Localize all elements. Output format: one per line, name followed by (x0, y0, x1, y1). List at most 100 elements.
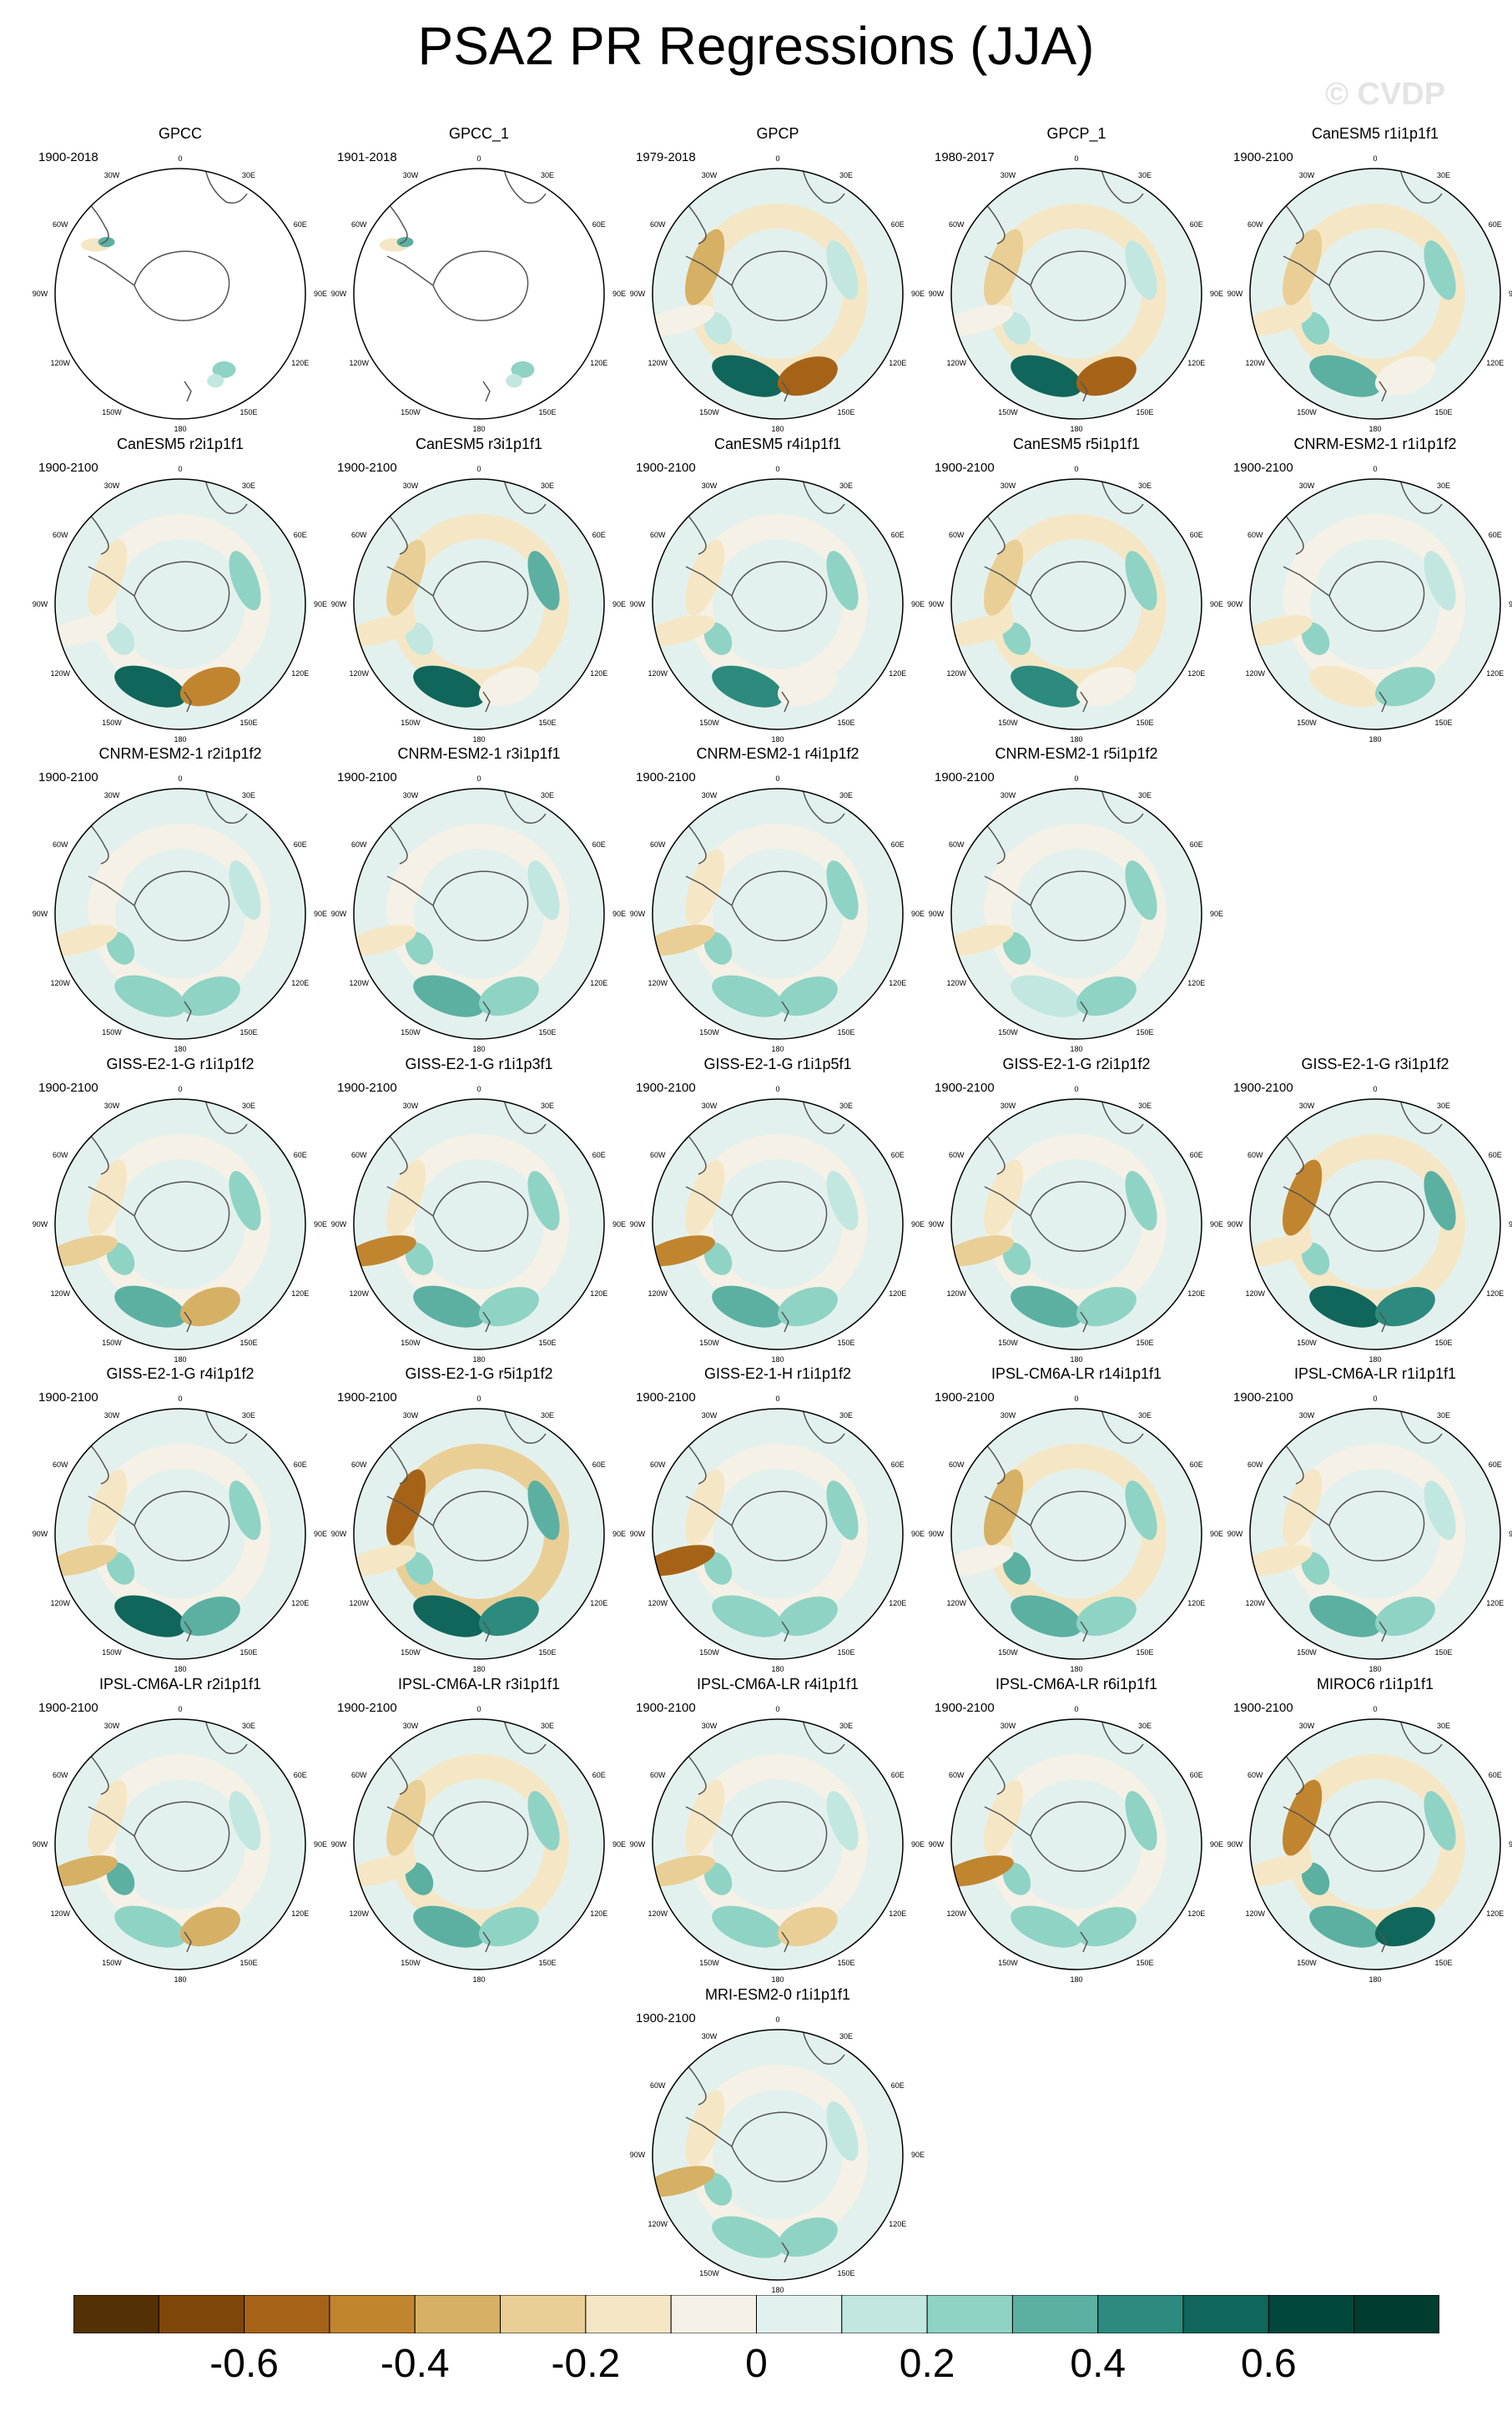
australia-coastline (856, 1931, 900, 1970)
longitude-label: 120W (946, 669, 966, 678)
africa-coastline (802, 789, 845, 824)
longitude-label: 120W (349, 1909, 369, 1918)
map-panel: IPSL-CM6A-LR r3i1p1f1 1900-2100 0 30E 60E 90E… (330, 1676, 627, 1985)
colorbar-bin (841, 2295, 928, 2333)
longitude-label: 0 (775, 1395, 779, 1403)
longitude-label: 120W (50, 1599, 70, 1607)
panel-years: 1980-2017 (935, 150, 995, 164)
anomaly-blob (229, 1791, 261, 1851)
anomaly-blob (1002, 1242, 1031, 1275)
australia-coastline (557, 1621, 601, 1659)
africa-coastline (1399, 1409, 1443, 1444)
anomaly-blob (478, 976, 539, 1016)
longitude-label: 60W (949, 1771, 965, 1779)
new-zealand-coastline (1080, 1311, 1088, 1333)
longitude-label: 150E (1136, 408, 1153, 416)
anomaly-blob (106, 622, 135, 655)
longitude-label: 60E (294, 531, 307, 539)
peninsula-coastline (685, 566, 733, 597)
longitude-label: 30E (839, 1722, 853, 1730)
anomaly-blob (653, 1235, 715, 1267)
panel-years: 1900-2100 (935, 1390, 995, 1405)
antarctica-coastline (432, 1801, 529, 1872)
colorbar-tick-label: 0.4 (1070, 2342, 1126, 2386)
longitude-label: 90E (314, 600, 327, 608)
new-zealand-coastline (482, 1001, 491, 1022)
anomaly-blob (1125, 1171, 1157, 1231)
panel-years: 1979-2018 (636, 150, 696, 164)
longitude-label: 150W (102, 1339, 122, 1347)
anomaly-blob (354, 1235, 416, 1267)
new-zealand-coastline (781, 1621, 789, 1642)
antarctica-coastline (432, 1490, 529, 1561)
new-zealand-coastline (1080, 691, 1088, 713)
anomaly-blob (413, 1285, 485, 1328)
anomaly-blob (413, 1595, 485, 1637)
longitude-label: 150W (699, 408, 719, 416)
anomaly-blob (1125, 1791, 1157, 1851)
anomaly-blob (1125, 860, 1157, 921)
longitude-label: 150W (401, 1028, 421, 1037)
map-border (1249, 1718, 1501, 1970)
map-border (950, 478, 1202, 730)
anomaly-blob (712, 1595, 784, 1637)
antarctica-coastline (432, 250, 529, 321)
colorbar-bin (414, 2295, 501, 2333)
longitude-label: 0 (1373, 1705, 1377, 1713)
longitude-label: 60W (351, 220, 367, 229)
longitude-label: 90W (1227, 290, 1243, 298)
antarctica-coastline (134, 1801, 230, 1872)
australia-coastline (856, 381, 900, 419)
longitude-label: 120W (648, 979, 668, 987)
longitude-label: 90W (33, 1840, 48, 1849)
longitude-label: 60W (650, 1151, 666, 1159)
longitude-label: 90W (331, 290, 347, 298)
anomaly-blob (712, 2216, 784, 2258)
peninsula-coastline (88, 1496, 135, 1526)
longitude-label: 120E (590, 1289, 607, 1298)
australia-coastline (856, 1621, 900, 1659)
longitude-label: 0 (775, 154, 779, 163)
africa-coastline (1101, 1719, 1144, 1754)
polar-map: 0 30E 60E 90E 120E 150E 180 150W 120W 90W 60W 30W (630, 1085, 925, 1364)
polar-map: 0 30E 60E 90E 120E 150E 180 150W 120W 90W 60W 30W (630, 774, 925, 1053)
map-panel: GISS-E2-1-G r2i1p1f2 1900-2100 0 30E 60E 90E 1… (928, 1056, 1225, 1364)
map-border (353, 168, 605, 420)
longitude-label: 120W (946, 1599, 966, 1607)
africa-coastline (802, 1719, 845, 1754)
panel-title: CanESM5 r1i1p1f1 (1311, 125, 1439, 142)
figure-title: PSA2 PR Regressions (JJA) (417, 16, 1095, 76)
panel-title: IPSL-CM6A-LR r4i1p1f1 (696, 1676, 859, 1692)
africa-coastline (802, 169, 845, 204)
longitude-label: 0 (775, 1705, 779, 1713)
anomaly-blob (703, 622, 733, 655)
panel-years: 1900-2100 (38, 461, 98, 475)
longitude-label: 30E (839, 171, 853, 179)
longitude-label: 60E (592, 220, 606, 229)
longitude-label: 60E (294, 1151, 307, 1159)
map-panel: CNRM-ESM2-1 r3i1p1f1 1900-2100 0 30E 60E 90E 1… (330, 745, 627, 1054)
longitude-label: 60E (294, 1771, 307, 1779)
anomaly-blob (1002, 931, 1031, 965)
anomaly-blob (703, 1862, 733, 1895)
panel-title: GPCC_1 (448, 125, 510, 142)
panel-title: CNRM-ESM2-1 r3i1p1f1 (397, 745, 561, 762)
longitude-label: 120W (349, 1599, 369, 1607)
map-panel: CanESM5 r4i1p1f1 1900-2100 0 30E 60E 90E 120E 1… (629, 436, 926, 744)
anomaly-blob (527, 860, 560, 921)
panel-years: 1900-2100 (636, 1081, 696, 1095)
panel-title: GISS-E2-1-G r1i1p1f2 (106, 1056, 255, 1072)
colorbar-bin (670, 2295, 757, 2333)
anomaly-blob (826, 1791, 859, 1851)
longitude-label: 180 (771, 1975, 784, 1984)
longitude-label: 150W (699, 1648, 719, 1657)
longitude-label: 30W (104, 1722, 120, 1730)
map-border (353, 788, 605, 1040)
land-anomaly (98, 237, 115, 248)
longitude-label: 120E (889, 669, 906, 678)
polar-map: 0 30E 60E 90E 120E 150E 180 150W 120W 90W 60W 30W (929, 1085, 1223, 1364)
new-zealand-coastline (184, 1311, 192, 1333)
longitude-label: 180 (174, 1975, 186, 1984)
map-border (652, 1718, 904, 1970)
